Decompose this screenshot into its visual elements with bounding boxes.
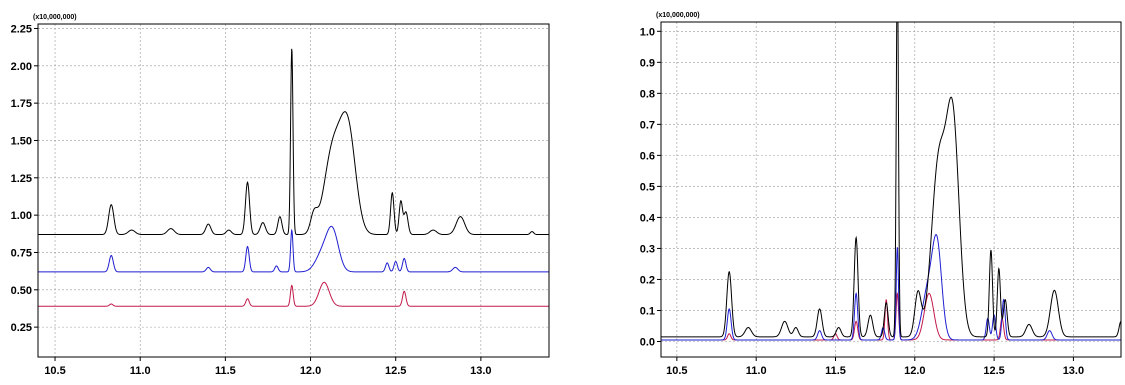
- x-tick-label: 13.0: [470, 365, 491, 377]
- y-tick-label: 2.25: [11, 23, 32, 35]
- x-tick-label: 13.0: [1063, 365, 1084, 377]
- plot-frame: [37, 23, 550, 358]
- y-tick-label: 1.25: [11, 173, 32, 185]
- x-tick-label: 12.0: [300, 365, 321, 377]
- series-line-0: [38, 48, 549, 236]
- series-line-2: [38, 281, 549, 307]
- series-group: [38, 48, 549, 307]
- y-multiplier-label: (x10,000,000): [656, 12, 700, 19]
- chromatogram-right-plot: 0.0 0.1 0.2 0.3 0.4 0.5 0.6 0.7 0.8 0.9 1.0 10.5 11.…: [640, 12, 1122, 377]
- series-group: [661, 22, 1121, 341]
- y-tick-label: 0.0: [640, 336, 655, 348]
- y-tick-label: 0.4: [640, 212, 656, 224]
- x-tick-label: 12.0: [904, 365, 925, 377]
- series-line-1: [38, 225, 549, 273]
- chromatogram-right: 0.0 0.1 0.2 0.3 0.4 0.5 0.6 0.7 0.8 0.9 1.0 10.5 11.…: [580, 0, 1125, 380]
- y-tick-label: 0.2: [640, 274, 655, 286]
- y-tick-label: 0.5: [640, 181, 655, 193]
- y-multiplier-label: (x10,000,000): [33, 14, 77, 21]
- x-tick-label: 12.5: [983, 365, 1004, 377]
- y-tick-label: 0.9: [640, 57, 655, 69]
- series-line-0: [661, 22, 1121, 338]
- x-tick-label: 10.5: [44, 365, 65, 377]
- y-tick-label: 0.50: [11, 285, 32, 297]
- x-tick-label: 11.5: [825, 365, 846, 377]
- y-tick-label: 0.6: [640, 150, 655, 162]
- y-tick-label: 1.50: [11, 135, 32, 147]
- chromatogram-left: 0.25 0.50 0.75 1.00 1.25 1.50 1.75 2.00 2.25 10.5…: [0, 0, 560, 380]
- chromatogram-left-plot: 0.25 0.50 0.75 1.00 1.25 1.50 1.75 2.00 2.25 10.5…: [11, 14, 550, 377]
- y-tick-label: 0.8: [640, 88, 655, 100]
- y-tick-label: 0.1: [640, 305, 655, 317]
- y-tick-label: 1.75: [11, 98, 32, 110]
- x-tick-label: 11.0: [746, 365, 767, 377]
- plot-frame: [660, 21, 1122, 358]
- grid: [661, 22, 1121, 357]
- y-tick-label: 0.75: [11, 247, 32, 259]
- series-line-1: [661, 233, 1121, 341]
- y-tick-label: 1.00: [11, 210, 32, 222]
- y-tick-label: 0.3: [640, 243, 655, 255]
- y-tick-label: 0.7: [640, 119, 655, 131]
- x-tick-label: 11.0: [130, 365, 151, 377]
- grid: [38, 24, 549, 357]
- x-tick-label: 11.5: [215, 365, 236, 377]
- x-tick-label: 10.5: [666, 365, 687, 377]
- x-tick-label: 12.5: [385, 365, 406, 377]
- y-tick-label: 0.25: [11, 322, 32, 334]
- y-tick-label: 2.00: [11, 61, 32, 73]
- y-tick-label: 1.0: [640, 26, 655, 38]
